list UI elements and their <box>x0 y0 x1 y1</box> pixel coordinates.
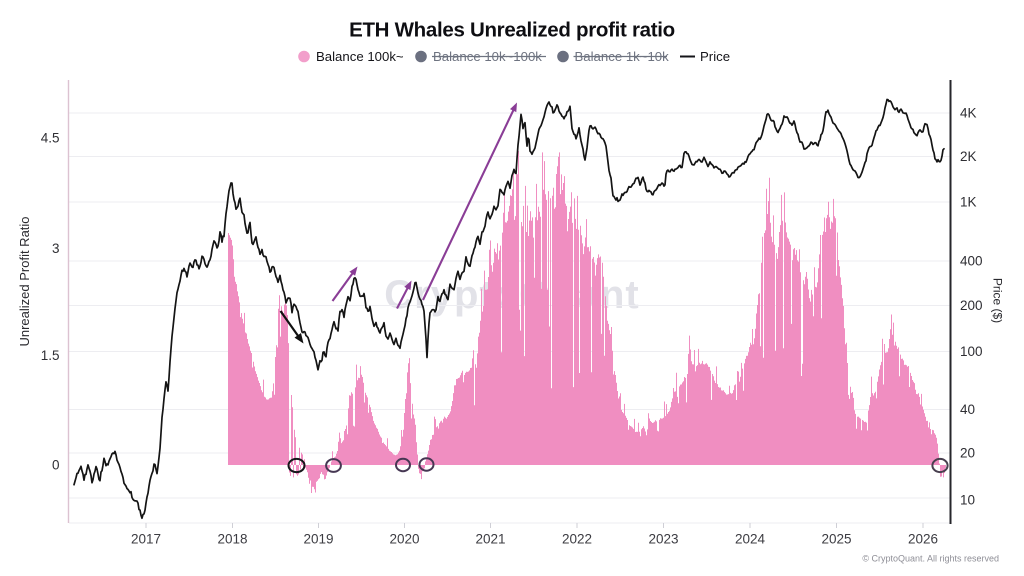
svg-text:100: 100 <box>960 344 983 359</box>
svg-text:2020: 2020 <box>389 532 419 547</box>
svg-text:Price: Price <box>700 49 730 64</box>
svg-text:ETH Whales Unrealized profit r: ETH Whales Unrealized profit ratio <box>349 19 675 42</box>
svg-text:2019: 2019 <box>303 532 333 547</box>
svg-text:Balance 100k~: Balance 100k~ <box>316 49 404 64</box>
svg-text:10: 10 <box>960 493 975 508</box>
svg-text:2023: 2023 <box>648 532 678 547</box>
svg-text:4.5: 4.5 <box>41 131 60 146</box>
svg-text:Price ($): Price ($) <box>991 278 1005 323</box>
svg-text:2021: 2021 <box>475 532 505 547</box>
svg-text:2024: 2024 <box>735 532 766 547</box>
svg-text:2022: 2022 <box>562 532 592 547</box>
svg-text:400: 400 <box>960 254 983 269</box>
svg-text:20: 20 <box>960 446 975 461</box>
svg-text:1.5: 1.5 <box>41 348 60 363</box>
svg-text:1K: 1K <box>960 195 977 210</box>
svg-text:3: 3 <box>52 241 60 256</box>
svg-text:40: 40 <box>960 402 975 417</box>
svg-text:© CryptoQuant. All rights rese: © CryptoQuant. All rights reserved <box>862 554 999 564</box>
svg-text:0: 0 <box>52 458 60 473</box>
svg-text:2017: 2017 <box>131 532 161 547</box>
svg-text:2026: 2026 <box>908 532 938 547</box>
svg-text:4K: 4K <box>960 106 977 121</box>
svg-text:2K: 2K <box>960 149 977 164</box>
svg-text:200: 200 <box>960 298 983 313</box>
svg-text:Unrealized Profit Ratio: Unrealized Profit Ratio <box>17 216 32 346</box>
svg-text:2025: 2025 <box>821 532 851 547</box>
svg-text:2018: 2018 <box>217 532 247 547</box>
